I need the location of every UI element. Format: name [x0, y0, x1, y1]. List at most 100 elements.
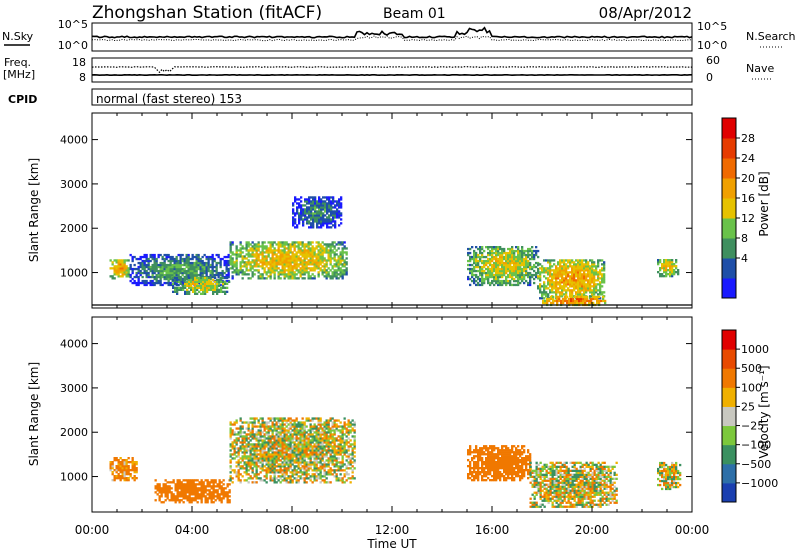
- power-cell: [137, 257, 140, 261]
- velocity-cell: [247, 463, 250, 466]
- velocity-cell: [305, 447, 308, 450]
- power-cell: [495, 281, 498, 285]
- power-cell: [115, 271, 118, 274]
- velocity-cell: [239, 429, 242, 432]
- velocity-cell: [245, 471, 248, 474]
- velocity-cell: [319, 457, 322, 460]
- power-cell: [588, 301, 591, 305]
- power-cell: [595, 271, 598, 274]
- power-cell: [308, 210, 311, 213]
- velocity-cell: [182, 495, 185, 498]
- velocity-cell: [178, 487, 181, 490]
- velocity-cell: [253, 451, 256, 454]
- power-cell: [669, 263, 672, 266]
- velocity-cell: [255, 437, 258, 440]
- velocity-cell: [311, 441, 314, 444]
- velocity-cell: [323, 475, 326, 478]
- power-cell: [493, 257, 496, 261]
- power-cell: [176, 288, 179, 291]
- velocity-cell: [188, 497, 191, 500]
- velocity-cell: [192, 485, 195, 488]
- power-cell: [519, 269, 522, 273]
- velocity-cell: [176, 481, 179, 484]
- power-cell: [293, 247, 296, 250]
- power-cell: [483, 249, 486, 253]
- power-cell: [229, 247, 232, 250]
- power-cell: [200, 276, 203, 280]
- power-cell: [273, 251, 276, 254]
- power-cell: [145, 271, 148, 275]
- velocity-cell: [237, 451, 240, 454]
- velocity-cell: [309, 431, 312, 434]
- velocity-cell: [285, 473, 288, 476]
- power-cell: [319, 249, 322, 252]
- power-cell: [567, 259, 570, 262]
- velocity-cell: [202, 485, 205, 488]
- velocity-cell: [255, 467, 258, 470]
- velocity-cell: [329, 451, 332, 454]
- velocity-cell: [285, 443, 288, 446]
- power-cell: [145, 279, 148, 283]
- velocity-cell: [335, 427, 338, 430]
- velocity-cell: [119, 457, 122, 460]
- velocity-cell: [323, 465, 326, 468]
- velocity-cell: [245, 433, 248, 436]
- power-cell: [305, 257, 308, 260]
- power-cell: [469, 263, 472, 267]
- power-cell: [320, 210, 323, 213]
- velocity-cell: [321, 467, 324, 470]
- power-cell: [467, 251, 470, 255]
- velocity-cell: [233, 433, 236, 436]
- freq-strip-frame: [91, 57, 693, 83]
- power-ylabel: Slant Range [km]: [27, 158, 41, 262]
- velocity-cell: [166, 497, 169, 500]
- power-cell: [523, 251, 526, 255]
- velocity-cell: [317, 435, 320, 438]
- power-cell: [235, 271, 238, 274]
- power-cell: [338, 224, 341, 227]
- velocity-cell: [281, 419, 284, 422]
- power-cell: [218, 290, 221, 293]
- power-cell: [330, 208, 333, 211]
- power-cell: [222, 280, 225, 283]
- power-cell: [308, 200, 311, 203]
- power-cell: [206, 278, 209, 282]
- velocity-cell: [327, 441, 330, 444]
- power-cell: [314, 214, 317, 217]
- velocity-cell: [184, 495, 187, 498]
- freq-label: Freq.: [4, 56, 31, 69]
- power-cell: [123, 267, 126, 270]
- power-cell: [305, 271, 308, 274]
- power-cell: [553, 277, 556, 280]
- power-cell: [205, 261, 208, 265]
- velocity-cell: [259, 451, 262, 454]
- power-cell: [141, 263, 144, 267]
- velocity-cell: [162, 485, 165, 488]
- velocity-cell: [277, 465, 280, 468]
- power-cell: [517, 249, 520, 253]
- power-cell: [313, 265, 316, 268]
- velocity-cell: [257, 421, 260, 424]
- power-cell: [550, 295, 553, 299]
- power-cell: [677, 273, 680, 276]
- velocity-cell: [178, 493, 181, 496]
- power-cell: [196, 276, 199, 280]
- velocity-cell: [291, 433, 294, 436]
- power-cell: [659, 273, 662, 276]
- velocity-cell: [315, 459, 318, 462]
- power-cell: [341, 275, 344, 278]
- velocity-cell: [331, 457, 334, 460]
- power-cell: [340, 218, 343, 221]
- power-cell: [497, 275, 500, 279]
- velocity-cell: [315, 467, 318, 470]
- velocity-cell: [317, 429, 320, 432]
- power-cell: [513, 279, 516, 283]
- velocity-cell: [291, 457, 294, 460]
- power-cell: [212, 284, 215, 287]
- velocity-cell: [210, 497, 213, 500]
- velocity-cell: [303, 425, 306, 428]
- power-cell: [199, 269, 202, 273]
- power-cell: [572, 301, 575, 305]
- power-cell: [214, 284, 217, 287]
- power-cell: [587, 289, 590, 292]
